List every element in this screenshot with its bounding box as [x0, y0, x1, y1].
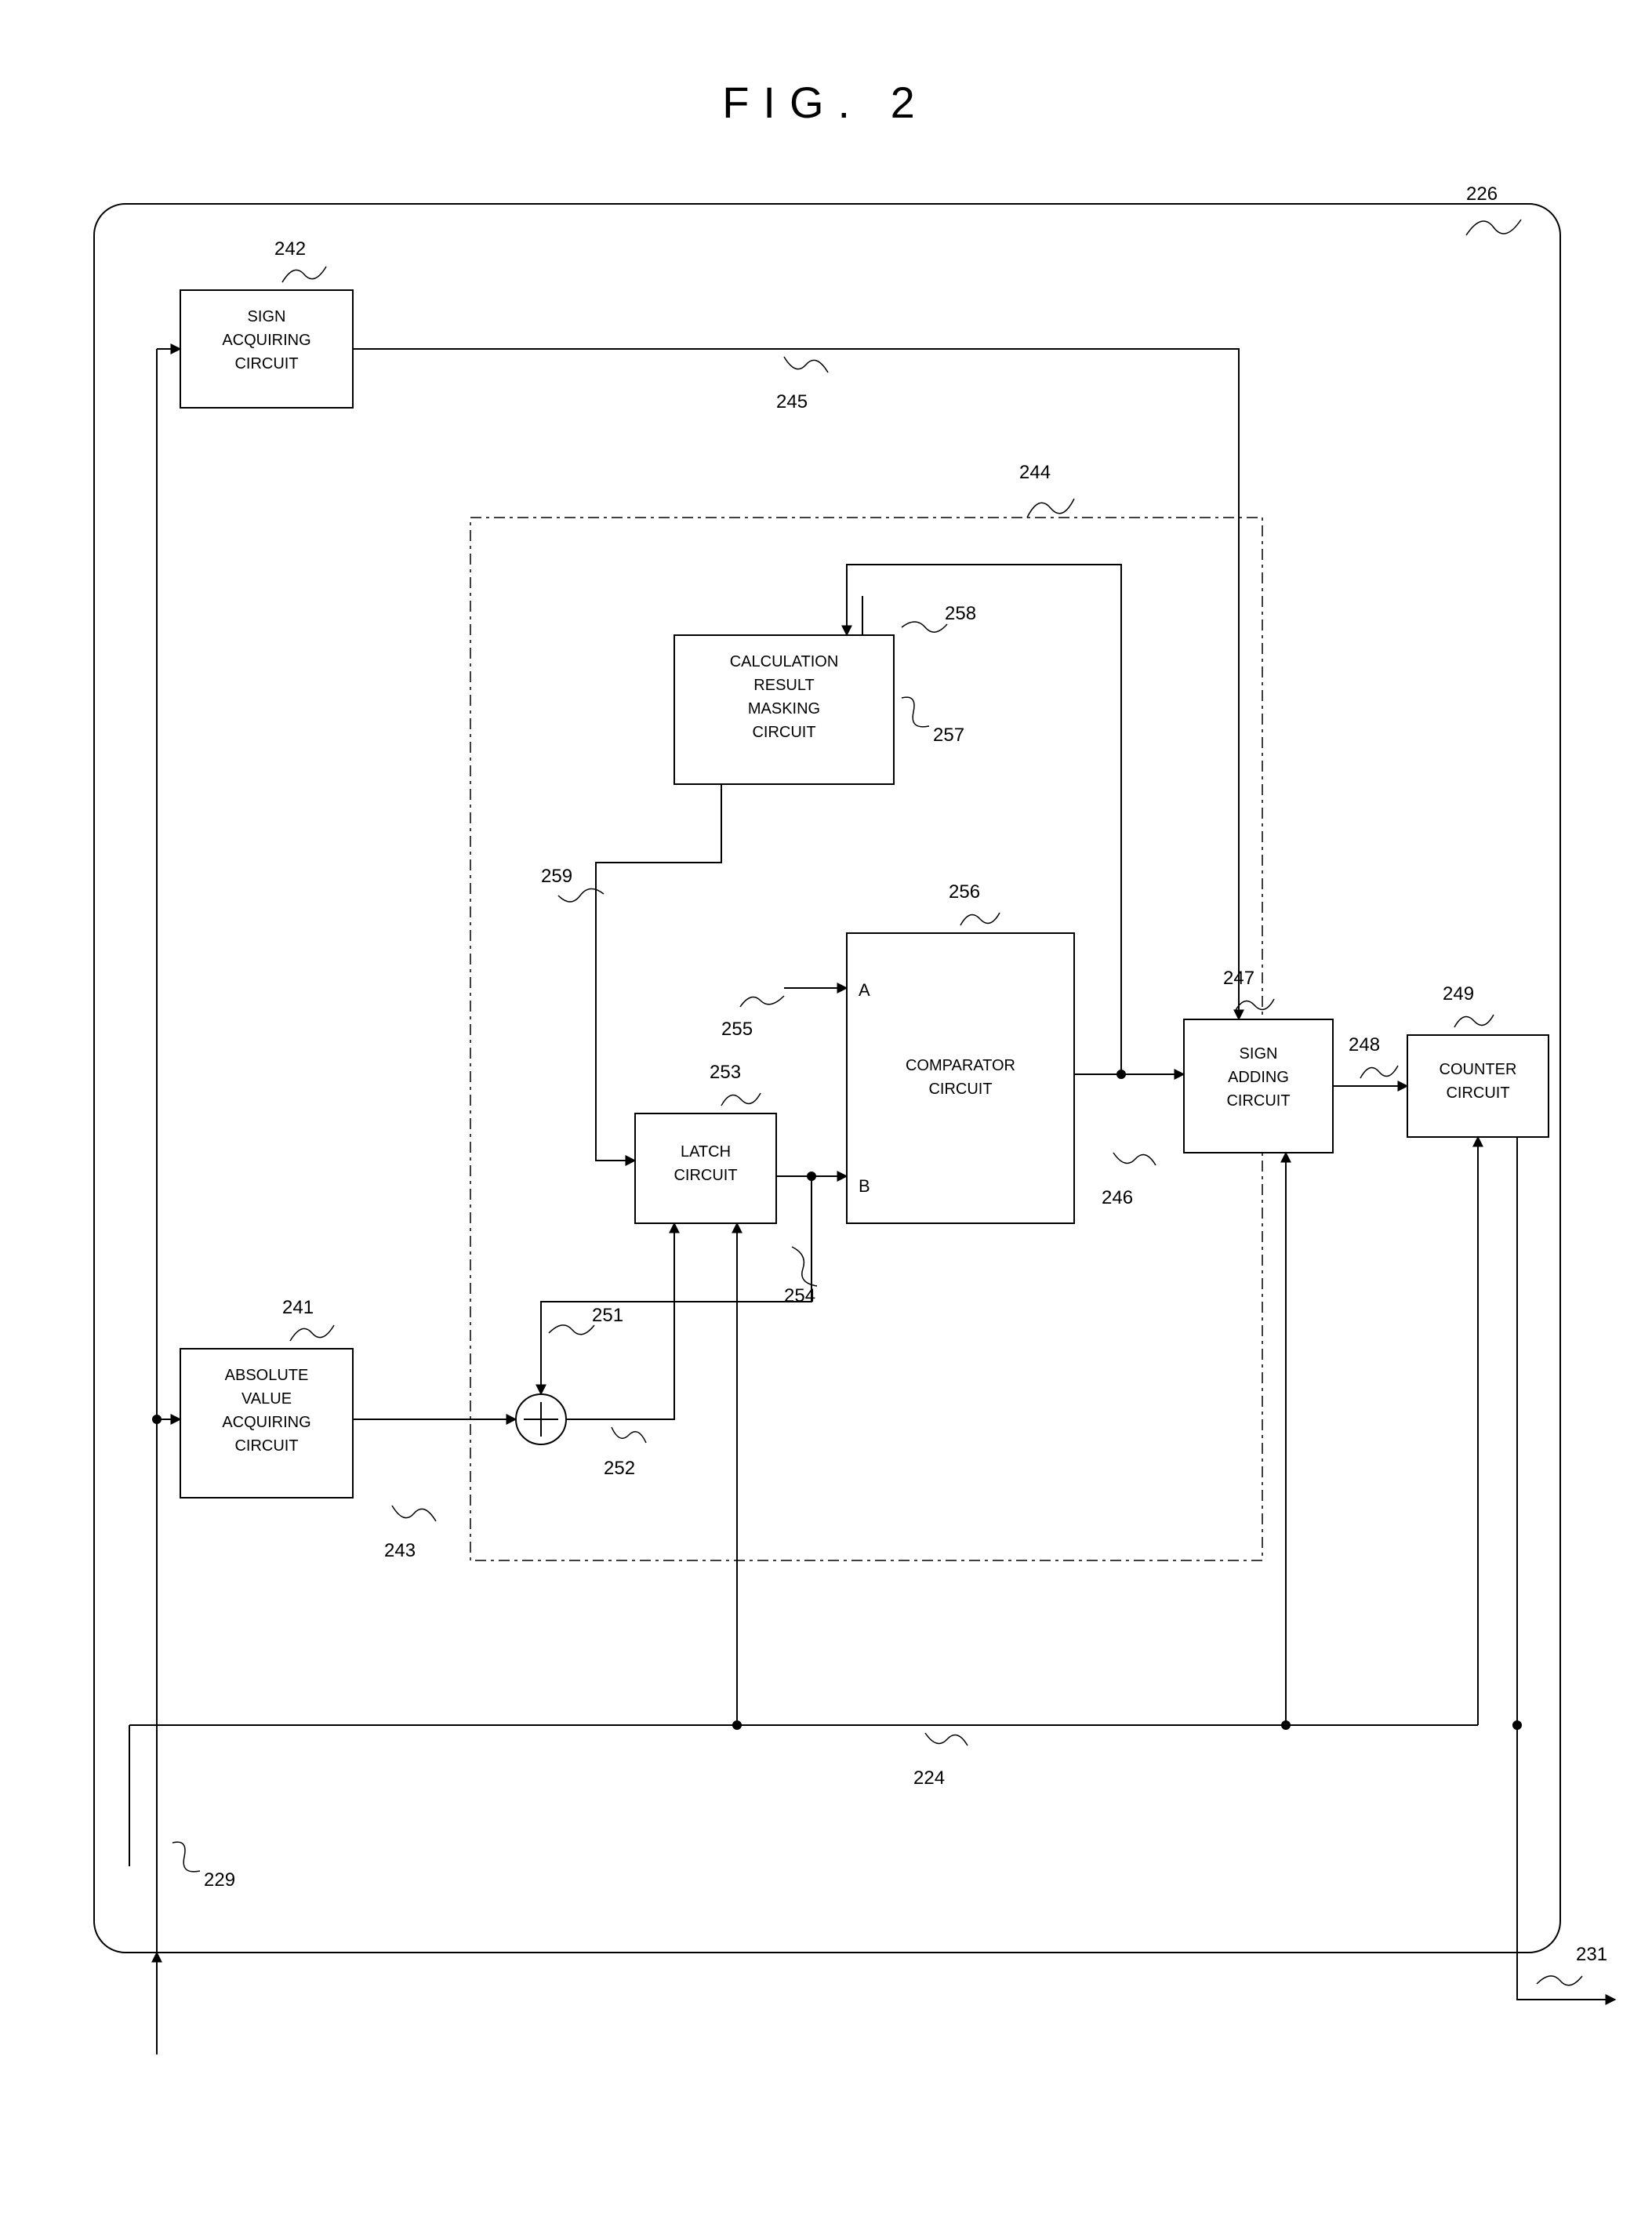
cnt-l1: COUNTER: [1440, 1061, 1517, 1078]
mask-l2: RESULT: [753, 677, 814, 694]
wire-231: [1517, 1137, 1615, 2000]
comp-l2: CIRCUIT: [928, 1081, 992, 1098]
sa-l1: SIGN: [1240, 1045, 1278, 1063]
comparator-block: COMPARATOR CIRCUIT A B: [847, 933, 1074, 1223]
lead-251: [549, 1325, 594, 1335]
counter-block: COUNTER CIRCUIT: [1407, 1035, 1549, 1137]
ref-231: 231: [1576, 1944, 1607, 1965]
lead-249: [1454, 1015, 1494, 1027]
lead-226: [1466, 220, 1521, 235]
lead-252: [612, 1427, 646, 1443]
lead-256: [960, 913, 1000, 925]
adder-node: [516, 1394, 566, 1444]
lead-231: [1537, 1976, 1582, 1985]
ref-249: 249: [1443, 983, 1474, 1004]
ref-257: 257: [933, 725, 964, 746]
latch-l1: LATCH: [681, 1143, 731, 1161]
lead-246: [1113, 1153, 1156, 1165]
ref-248: 248: [1349, 1034, 1380, 1055]
lead-255: [740, 996, 784, 1007]
lead-257: [902, 697, 929, 727]
ref-229: 229: [204, 1869, 235, 1891]
lead-258: [902, 622, 947, 632]
ref-256: 256: [949, 881, 980, 903]
ref-259: 259: [541, 866, 572, 887]
ref-255: 255: [721, 1019, 753, 1040]
mask-l3: MASKING: [748, 700, 820, 717]
lead-259: [558, 888, 604, 902]
ref-244-actual: 244: [1019, 462, 1051, 483]
ref-245: 245: [776, 391, 808, 412]
node-224b: [1281, 1720, 1291, 1730]
lead-247: [1235, 999, 1274, 1012]
ref-242: 242: [274, 238, 306, 260]
lead-224: [925, 1733, 968, 1746]
abs-value-block: ABSOLUTE VALUE ACQUIRING CIRCUIT: [180, 1349, 353, 1498]
lead-245: [784, 357, 828, 372]
ref-243: 243: [384, 1540, 416, 1561]
ref-226: 226: [1466, 183, 1498, 205]
sa-l2: ADDING: [1228, 1069, 1289, 1086]
figure-title: FIG. 2: [722, 78, 929, 127]
lead-242: [282, 267, 326, 282]
abs-l3: ACQUIRING: [222, 1414, 310, 1431]
lead-229: [172, 1842, 200, 1872]
sign-acquiring-block: SIGN ACQUIRING CIRCUIT: [180, 290, 353, 408]
outer-box: [94, 204, 1560, 1953]
ref-253: 253: [710, 1062, 741, 1083]
latch-block: LATCH CIRCUIT: [635, 1113, 776, 1223]
node-224a: [732, 1720, 742, 1730]
sa-l3: CIRCUIT: [1226, 1092, 1290, 1110]
ref-254: 254: [784, 1285, 815, 1306]
abs-l1: ABSOLUTE: [225, 1367, 309, 1384]
sign-adding-block: SIGN ADDING CIRCUIT: [1184, 1019, 1333, 1153]
lead-243: [392, 1506, 436, 1521]
lead-248: [1360, 1066, 1398, 1078]
abs-l4: CIRCUIT: [234, 1437, 298, 1455]
wire-259: [596, 784, 721, 1161]
comp-portA: A: [859, 980, 870, 1000]
sign-acq-l3: CIRCUIT: [234, 355, 298, 372]
abs-l2: VALUE: [241, 1390, 292, 1408]
ref-241: 241: [282, 1297, 314, 1318]
masking-block: CALCULATION RESULT MASKING CIRCUIT: [674, 635, 894, 784]
lead-253: [721, 1093, 761, 1106]
mask-l1: CALCULATION: [730, 653, 839, 670]
ref-224: 224: [913, 1767, 945, 1789]
comp-l1: COMPARATOR: [906, 1057, 1015, 1074]
lead-241: [290, 1325, 334, 1341]
lead-254: [792, 1247, 817, 1286]
cnt-l2: CIRCUIT: [1446, 1084, 1509, 1102]
lead-244: [1027, 499, 1074, 518]
sign-acq-l2: ACQUIRING: [222, 332, 310, 349]
ref-258: 258: [945, 603, 976, 624]
ref-246: 246: [1102, 1187, 1133, 1208]
ref-251: 251: [592, 1305, 623, 1326]
mask-l4: CIRCUIT: [752, 724, 815, 741]
node-231: [1512, 1720, 1522, 1730]
latch-l2: CIRCUIT: [674, 1167, 737, 1184]
sign-acq-l1: SIGN: [248, 308, 286, 325]
comp-portB: B: [859, 1176, 870, 1196]
ref-252: 252: [604, 1458, 635, 1479]
